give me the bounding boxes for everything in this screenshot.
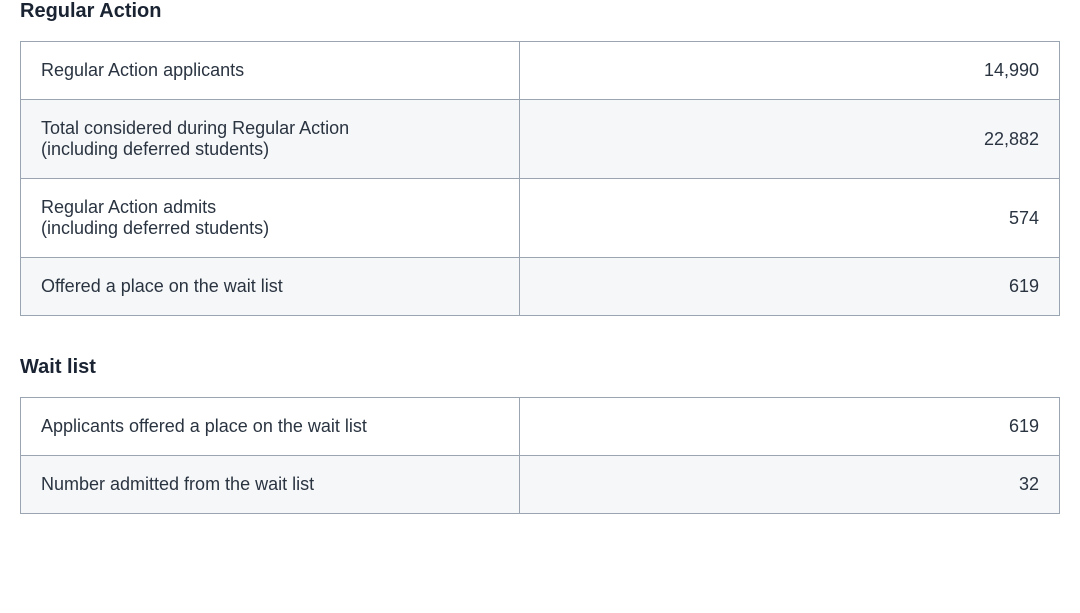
row-label-line1: Number admitted from the wait list	[41, 474, 499, 495]
regular-action-table: Regular Action applicants 14,990 Total c…	[20, 41, 1060, 316]
row-value: 619	[519, 258, 1059, 316]
table-row: Total considered during Regular Action (…	[21, 100, 1060, 179]
row-value: 32	[519, 456, 1059, 514]
row-label-line1: Total considered during Regular Action	[41, 118, 499, 139]
wait-list-heading: Wait list	[20, 356, 1060, 379]
row-label-line1: Applicants offered a place on the wait l…	[41, 416, 499, 437]
regular-action-heading: Regular Action	[20, 0, 1060, 23]
table-row: Regular Action admits (including deferre…	[21, 179, 1060, 258]
table-row: Regular Action applicants 14,990	[21, 42, 1060, 100]
row-value: 22,882	[519, 100, 1059, 179]
row-label-line2: (including deferred students)	[41, 218, 499, 239]
row-label-line1: Regular Action admits	[41, 197, 499, 218]
row-value: 14,990	[519, 42, 1059, 100]
table-row: Applicants offered a place on the wait l…	[21, 398, 1060, 456]
row-value: 619	[519, 398, 1059, 456]
row-label: Regular Action admits (including deferre…	[21, 179, 520, 258]
row-label: Applicants offered a place on the wait l…	[21, 398, 520, 456]
wait-list-section: Wait list Applicants offered a place on …	[20, 356, 1060, 514]
table-row: Number admitted from the wait list 32	[21, 456, 1060, 514]
wait-list-table: Applicants offered a place on the wait l…	[20, 397, 1060, 514]
row-label-line2: (including deferred students)	[41, 139, 499, 160]
row-value: 574	[519, 179, 1059, 258]
table-row: Offered a place on the wait list 619	[21, 258, 1060, 316]
row-label: Offered a place on the wait list	[21, 258, 520, 316]
row-label-line1: Regular Action applicants	[41, 60, 499, 81]
row-label: Total considered during Regular Action (…	[21, 100, 520, 179]
regular-action-section: Regular Action Regular Action applicants…	[20, 0, 1060, 316]
row-label-line1: Offered a place on the wait list	[41, 276, 499, 297]
row-label: Regular Action applicants	[21, 42, 520, 100]
row-label: Number admitted from the wait list	[21, 456, 520, 514]
